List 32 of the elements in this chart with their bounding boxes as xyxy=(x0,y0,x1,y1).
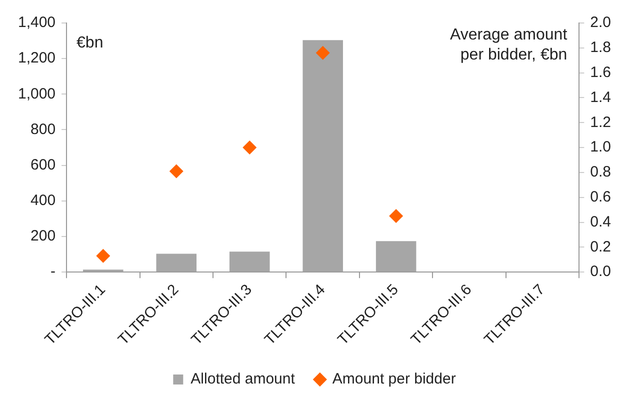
y2-axis-title: Average amount per bidder, €bn xyxy=(450,26,568,64)
y-tick-label: 800 xyxy=(30,120,56,138)
y2-tick-label: 2.0 xyxy=(590,14,612,32)
y-tick-label: 200 xyxy=(30,228,56,245)
y2-tick-label: 1.4 xyxy=(590,88,612,106)
y2-tick-label: 1.2 xyxy=(590,114,612,131)
point xyxy=(316,46,330,60)
bar xyxy=(229,252,270,272)
y2-tick-label: 0.4 xyxy=(590,213,612,230)
y2-tick-label: 0.6 xyxy=(590,188,612,206)
bar xyxy=(156,254,197,272)
y-tick-label: 600 xyxy=(30,156,56,174)
y-tick-label: 1,200 xyxy=(18,50,56,67)
y2-tick-label: 1.8 xyxy=(590,39,612,56)
y2-tick-label: 0.8 xyxy=(590,164,612,181)
bar xyxy=(376,241,416,272)
y-tick-label: 400 xyxy=(30,192,56,210)
bar xyxy=(302,40,343,272)
point xyxy=(242,140,257,155)
y2-tick-label: 0.0 xyxy=(590,263,612,280)
y2-tick-label: 0.2 xyxy=(590,238,612,256)
y-tick-label: 1,000 xyxy=(18,85,56,102)
y2-tick-label: 1.0 xyxy=(590,138,612,156)
point xyxy=(389,209,404,224)
legend-label: Allotted amount xyxy=(190,370,296,388)
point xyxy=(96,248,110,263)
point xyxy=(169,164,184,178)
y-axis-title: €bn xyxy=(76,34,104,52)
legend-label: Amount per bidder xyxy=(332,370,456,388)
y-tick-label: - xyxy=(50,263,56,280)
y-tick-label: 1,400 xyxy=(18,14,56,32)
y2-tick-label: 1.6 xyxy=(590,64,612,81)
